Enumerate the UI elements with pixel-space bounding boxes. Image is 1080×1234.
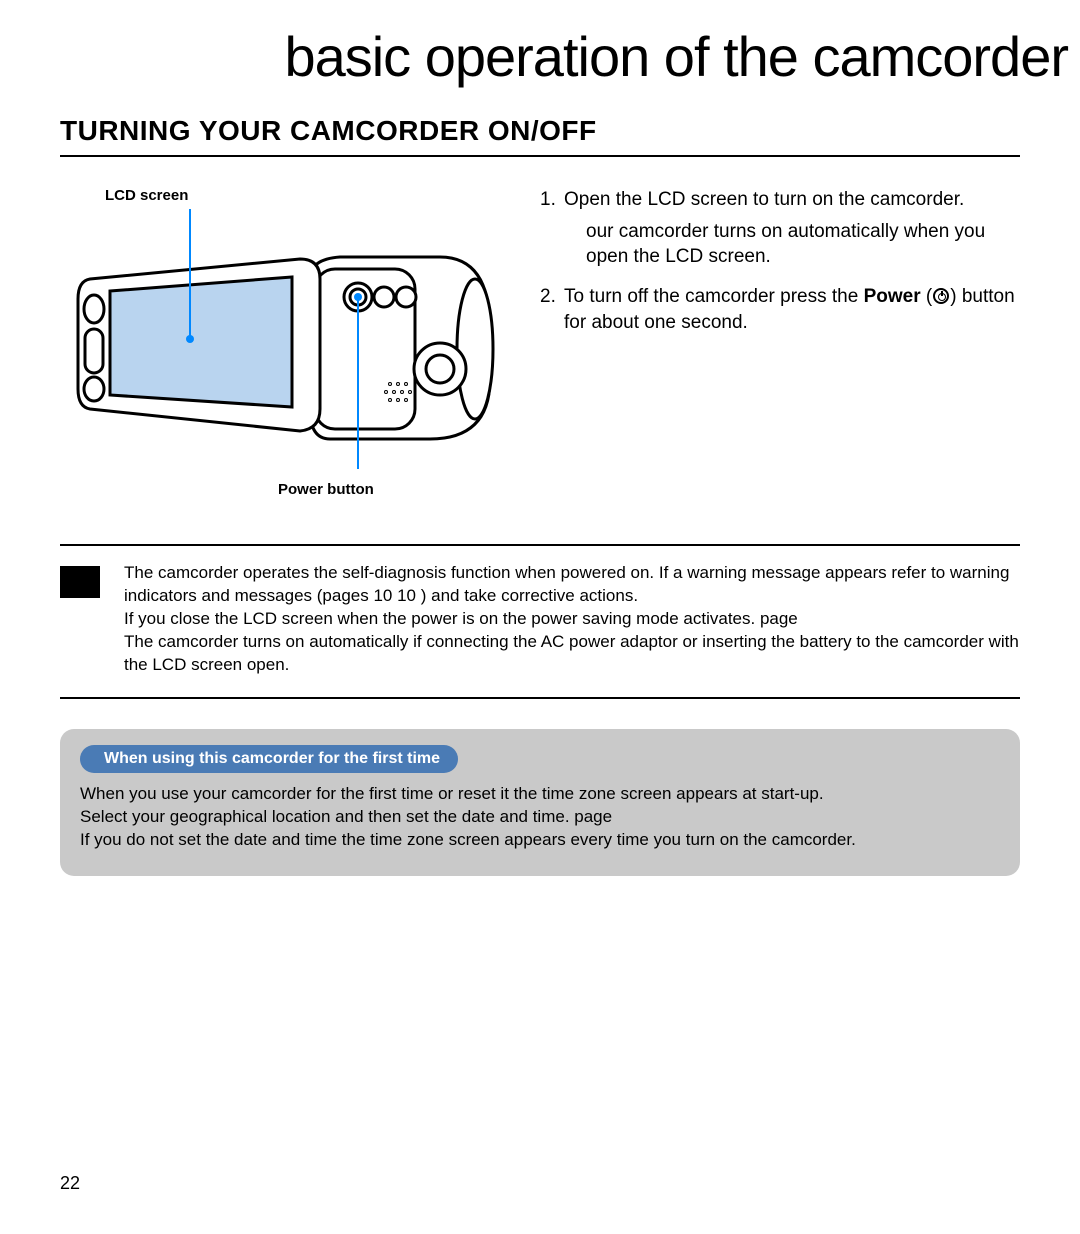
- instruction-text-pre: To turn off the camcorder press the: [564, 286, 864, 307]
- info-pill: When using this camcorder for the first …: [80, 745, 458, 773]
- info-line: Select your geographical location and th…: [80, 806, 1000, 829]
- instruction-number: 2.: [540, 284, 564, 335]
- first-use-info-box: When using this camcorder for the first …: [60, 729, 1020, 876]
- instruction-number: 1.: [540, 187, 564, 270]
- diagram-label-power: Power button: [278, 481, 374, 498]
- diagram-label-lcd: LCD screen: [105, 187, 188, 204]
- instructions-column: 1. Open the LCD screen to turn on the ca…: [540, 187, 1020, 474]
- main-content-row: LCD screen: [60, 187, 1020, 474]
- diagram-column: LCD screen: [60, 187, 500, 474]
- note-line: The camcorder turns on automatically if …: [124, 631, 1020, 677]
- instruction-2: 2. To turn off the camcorder press the P…: [540, 284, 1020, 335]
- note-text: The camcorder operates the self-diagnosi…: [124, 562, 1020, 677]
- instruction-body: Open the LCD screen to turn on the camco…: [564, 187, 1020, 270]
- instruction-text: Open the LCD screen to turn on the camco…: [564, 189, 964, 210]
- section-title: TURNING YOUR CAMCORDER ON/OFF: [60, 115, 1020, 157]
- page-number: 22: [60, 1173, 80, 1194]
- info-text: When you use your camcorder for the firs…: [80, 783, 1000, 852]
- info-line: When you use your camcorder for the firs…: [80, 783, 1000, 806]
- note-line: The camcorder operates the self-diagnosi…: [124, 562, 1020, 608]
- info-line: If you do not set the date and time the …: [80, 829, 1000, 852]
- note-line: If you close the LCD screen when the pow…: [124, 608, 1020, 631]
- instruction-subtext: our camcorder turns on automatically whe…: [586, 219, 1020, 270]
- note-block: The camcorder operates the self-diagnosi…: [60, 544, 1020, 699]
- note-icon: [60, 566, 100, 598]
- instruction-body: To turn off the camcorder press the Powe…: [564, 284, 1020, 335]
- power-icon: [933, 288, 949, 304]
- power-word: Power: [864, 286, 921, 307]
- page-title: basic operation of the camcorder: [0, 0, 1080, 97]
- camcorder-diagram: [60, 209, 500, 469]
- instruction-1: 1. Open the LCD screen to turn on the ca…: [540, 187, 1020, 270]
